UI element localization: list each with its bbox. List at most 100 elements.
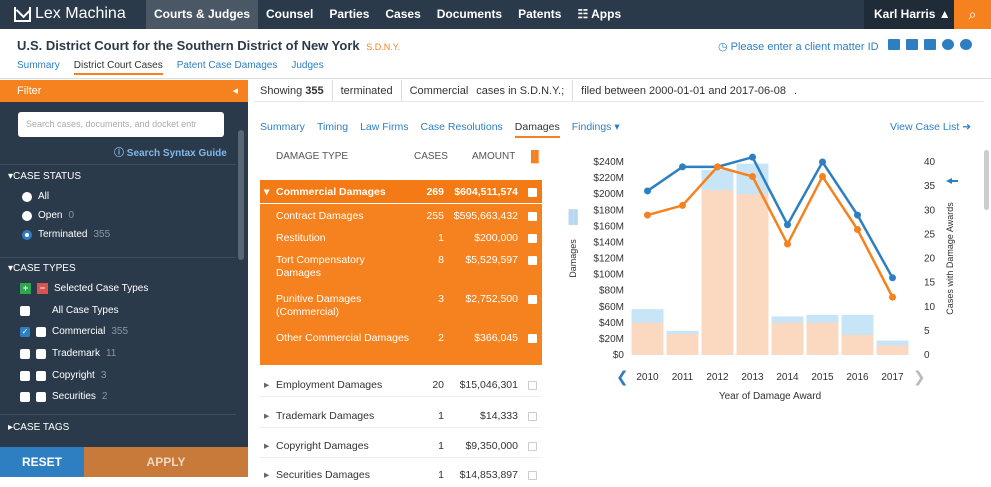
radio-open[interactable]	[22, 210, 32, 221]
table-row[interactable]: Securities Damages 1 $14,853,897	[260, 463, 542, 487]
case-search-input[interactable]: Search cases, documents, and docket entr	[18, 112, 224, 137]
type-option-securities[interactable]: Securities 2	[20, 391, 107, 402]
filter-header[interactable]: Filter ◂	[0, 80, 248, 102]
case-status-header[interactable]: CASE STATUS	[8, 171, 81, 182]
chevron-right-icon[interactable]: ❯	[913, 368, 926, 386]
line-commercial-cases	[647, 165, 894, 298]
row-checkbox[interactable]	[528, 188, 537, 197]
showing-range[interactable]: filed between 2000-01-01 and 2017-06-08	[581, 85, 787, 97]
document-icon[interactable]	[924, 39, 936, 50]
checkbox[interactable]	[36, 348, 46, 359]
table-row[interactable]: Commercial Damages 269 $604,511,574	[260, 180, 542, 204]
type-option-all[interactable]: All Case Types	[20, 305, 119, 316]
table-row[interactable]: Restitution 1 $200,000	[260, 226, 542, 248]
chart-icon[interactable]	[888, 39, 900, 50]
star-icon[interactable]	[942, 39, 954, 50]
nav-counsel[interactable]: Counsel	[266, 7, 314, 21]
tab-summary[interactable]: Summary	[260, 121, 305, 133]
nav-courts-judges[interactable]: Courts & Judges	[146, 0, 259, 29]
nav-documents[interactable]: Documents	[436, 7, 503, 21]
tab-findings[interactable]: Findings ▾	[572, 121, 620, 138]
reset-button[interactable]: RESET	[0, 447, 84, 477]
row-checkbox[interactable]	[528, 256, 537, 265]
status-option-open[interactable]: Open 0	[22, 210, 74, 221]
tab-law-firms[interactable]: Law Firms	[360, 121, 409, 133]
table-row[interactable]: Employment Damages 20 $15,046,301	[260, 373, 542, 397]
type-option-copyright[interactable]: Copyright 3	[20, 370, 106, 381]
radio-all[interactable]	[22, 191, 32, 202]
app-logo[interactable]: Lex Machina	[14, 5, 126, 23]
type-option-trademark[interactable]: Trademark 11	[20, 348, 116, 359]
table-row[interactable]: Contract Damages 255 $595,663,432	[260, 204, 542, 226]
status-option-terminated[interactable]: Terminated 355	[22, 229, 110, 240]
row-checkbox[interactable]	[528, 212, 537, 221]
help-icon[interactable]	[960, 39, 972, 50]
search-button[interactable]: ⌕	[954, 0, 991, 29]
row-cases: 255	[426, 210, 444, 222]
subnav-district-court-cases[interactable]: District Court Cases	[73, 60, 163, 75]
checkbox[interactable]	[20, 370, 30, 381]
case-tags-header[interactable]: CASE TAGS	[8, 422, 69, 433]
row-checkbox[interactable]	[528, 442, 537, 451]
row-checkbox[interactable]	[528, 471, 537, 480]
view-case-list-link[interactable]: View Case List ➜	[890, 121, 971, 133]
checkbox[interactable]	[36, 370, 46, 381]
nav-patents[interactable]: Patents	[518, 7, 562, 21]
checkbox[interactable]	[20, 305, 30, 316]
table-row[interactable]: Copyright Damages 1 $9,350,000	[260, 434, 542, 458]
client-matter-link[interactable]: ◷ Please enter a client matter ID	[718, 40, 879, 53]
table-row[interactable]: Punitive Damages (Commercial) 3 $2,752,5…	[260, 287, 542, 326]
radio-terminated[interactable]	[22, 229, 32, 240]
sidebar-scrollbar[interactable]	[238, 130, 244, 260]
y2-tick-label: 35	[924, 181, 936, 192]
line-point	[854, 226, 861, 234]
chevron-left-icon[interactable]: ◂	[232, 85, 238, 97]
tab-damages[interactable]: Damages	[514, 121, 560, 138]
row-amount: $604,511,574	[454, 186, 518, 198]
checkbox-checked[interactable]: ✓	[20, 326, 30, 337]
table-row[interactable]: Trademark Damages 1 $14,333	[260, 404, 542, 428]
row-amount: $15,046,301	[459, 379, 518, 391]
checkbox[interactable]	[20, 348, 30, 359]
row-checkbox[interactable]	[528, 412, 537, 421]
plus-icon[interactable]: +	[20, 283, 31, 294]
search-syntax-link[interactable]: ⓘ Search Syntax Guide	[114, 144, 227, 159]
nav-parties[interactable]: Parties	[329, 7, 370, 21]
table-row[interactable]: Tort Compensatory Damages 8 $5,529,597	[260, 248, 542, 287]
checkbox[interactable]	[20, 391, 30, 402]
selected-case-types-label: Selected Case Types	[54, 283, 149, 294]
chevron-left-icon[interactable]: ❮	[616, 368, 629, 386]
row-checkbox[interactable]	[528, 334, 537, 343]
subnav-patent-case-damages[interactable]: Patent Case Damages	[176, 60, 278, 71]
showing-type[interactable]: Commercial	[409, 85, 469, 97]
nav-apps[interactable]: ☷ Apps	[569, 0, 629, 29]
row-label: Contract Damages	[276, 210, 364, 222]
subnav-judges[interactable]: Judges	[291, 60, 324, 71]
x-tick-label: 2015	[811, 372, 834, 383]
row-checkbox[interactable]	[528, 295, 537, 304]
minus-icon[interactable]: −	[37, 283, 48, 294]
tab-case-resolutions[interactable]: Case Resolutions	[420, 121, 503, 133]
nav-cases[interactable]: Cases	[385, 7, 421, 21]
subnav-summary[interactable]: Summary	[17, 60, 60, 71]
header-actions	[888, 39, 972, 50]
bar-chart-icon[interactable]: ▐▌	[527, 151, 543, 163]
user-menu[interactable]: Karl Harris ▲	[864, 0, 954, 29]
showing-status[interactable]: terminated	[341, 80, 402, 101]
content-scrollbar[interactable]	[984, 150, 989, 210]
y-tick-label: $20M	[599, 334, 624, 345]
apply-button[interactable]: APPLY	[84, 447, 248, 477]
y-tick-label: $40M	[599, 318, 624, 329]
checkbox[interactable]	[36, 391, 46, 402]
checkbox[interactable]	[36, 326, 46, 337]
tab-timing[interactable]: Timing	[316, 121, 349, 133]
row-amount: $14,333	[480, 410, 518, 422]
table-row[interactable]: Other Commercial Damages 2 $366,045	[260, 326, 542, 365]
email-icon[interactable]	[906, 39, 918, 50]
row-checkbox[interactable]	[528, 234, 537, 243]
row-checkbox[interactable]	[528, 381, 537, 390]
type-option-commercial[interactable]: ✓ Commercial 355	[20, 326, 128, 337]
case-types-header[interactable]: CASE TYPES	[8, 263, 76, 274]
court-abbr: S.D.N.Y.	[366, 42, 401, 52]
status-option-all[interactable]: All	[22, 191, 49, 202]
